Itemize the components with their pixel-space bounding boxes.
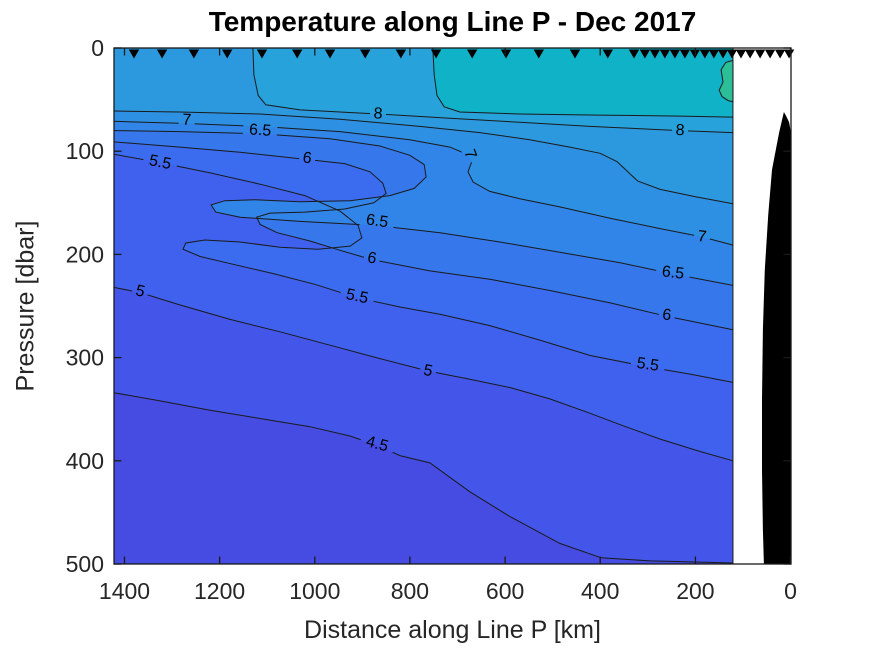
contour-label: 8 <box>675 122 685 139</box>
x-tick-label: 1200 <box>194 578 245 604</box>
station-marker-icon <box>649 49 661 59</box>
station-marker-icon <box>735 49 747 59</box>
y-tick-label: 400 <box>66 448 104 474</box>
contour-label: 6 <box>661 306 672 324</box>
station-marker-icon <box>324 49 336 59</box>
contour-label: 6 <box>366 249 378 267</box>
station-marker-icon <box>128 49 140 59</box>
x-tick-label: 800 <box>391 578 429 604</box>
station-marker-icon <box>659 49 671 59</box>
station-marker-icon <box>708 49 720 59</box>
x-tick-label: 200 <box>676 578 714 604</box>
x-tick-label: 1400 <box>99 578 150 604</box>
y-tick-label: 300 <box>66 345 104 371</box>
y-tick-label: 100 <box>66 138 104 164</box>
station-marker-icon <box>602 49 613 59</box>
y-axis-label: Pressure [dbar] <box>11 220 40 392</box>
contour-label: 6.5 <box>661 263 685 283</box>
station-marker-icon <box>754 49 766 59</box>
contour-label: 4.5 <box>364 433 390 455</box>
contour-label: 5 <box>422 362 434 380</box>
contour-label: 5.5 <box>148 152 173 173</box>
station-marker-icon <box>679 49 691 59</box>
station-marker-icon <box>467 49 478 59</box>
station-marker-icon <box>292 49 303 59</box>
x-tick-label: 400 <box>581 578 619 604</box>
contour-label: 7 <box>182 111 192 128</box>
contour-label: 6.5 <box>248 121 271 140</box>
x-tick-label: 600 <box>486 578 524 604</box>
contour-label: 6.5 <box>365 211 389 231</box>
chart-title: Temperature along Line P - Dec 2017 <box>208 6 697 37</box>
station-marker-icon <box>569 49 581 59</box>
station-marker-icon <box>222 49 233 59</box>
station-marker-icon <box>360 49 371 59</box>
x-tick-label: 0 <box>784 578 797 604</box>
station-marker-icon <box>744 49 756 59</box>
x-axis-label: Distance along Line P [km] <box>304 616 601 644</box>
y-tick-label: 0 <box>91 35 104 61</box>
station-marker-icon <box>726 49 738 59</box>
station-marker-icon <box>699 49 711 59</box>
station-marker-icon <box>639 49 651 59</box>
station-marker-icon <box>188 49 200 59</box>
station-marker-icon <box>628 49 640 59</box>
contour-label: 6 <box>302 149 313 167</box>
station-marker-icon <box>156 49 168 59</box>
station-marker-icon <box>395 49 407 59</box>
station-marker-icon <box>430 49 442 59</box>
station-marker-icon <box>533 49 544 59</box>
contour-label: 5.5 <box>344 286 369 307</box>
y-tick-label: 500 <box>66 551 104 577</box>
station-marker-icon <box>764 49 776 59</box>
station-marker-icon <box>774 49 786 59</box>
station-marker-icon <box>717 49 729 59</box>
contour-label: 7 <box>697 228 708 246</box>
contour-label: 5 <box>134 282 147 301</box>
station-marker-icon <box>669 49 681 59</box>
contour-label: 8 <box>373 105 383 122</box>
y-tick-label: 200 <box>66 241 104 267</box>
station-marker-icon <box>783 49 795 59</box>
station-marker-icon <box>500 49 512 59</box>
station-marker-icon <box>256 49 268 59</box>
contour-label: 5.5 <box>636 355 660 375</box>
x-tick-label: 1000 <box>289 578 340 604</box>
